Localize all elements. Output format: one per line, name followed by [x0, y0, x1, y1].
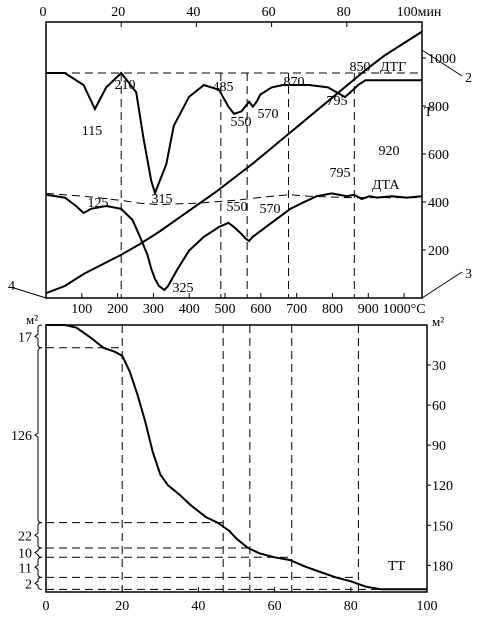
left-bracket-label: 2: [25, 577, 32, 592]
corner-label-4: 4: [8, 279, 15, 294]
dta-peak-label: 325: [173, 281, 194, 296]
top-tick-label: 80: [337, 5, 351, 20]
dtg-peak-label: 485: [213, 80, 234, 95]
temperature-series-label: T: [424, 105, 433, 120]
right-tick-label: 150: [432, 519, 453, 534]
dta-peak-label: 125: [88, 196, 109, 211]
tt-series-label: ТТ: [388, 559, 406, 574]
corner-label-2: 2: [465, 71, 472, 86]
right-tick-label: 800: [428, 100, 449, 115]
upper-panel: 0 20 40 60 80 100мин 100 200 300 400 500 600 700 800 9…: [8, 5, 472, 317]
dtg-peak-label: 850: [350, 60, 371, 75]
left-bracket: [34, 556, 43, 578]
left-bracket: [34, 324, 43, 349]
corner-label-3: 3: [465, 267, 472, 282]
dta-peak-label: 920: [379, 144, 400, 159]
left-bracket: [34, 522, 43, 549]
x-tick-label: 60: [268, 599, 282, 614]
bottom-tick-label: 900: [358, 302, 379, 317]
bottom-tick-label: 200: [107, 302, 128, 317]
series-tt: [46, 324, 427, 591]
x-tick-label: 80: [344, 599, 358, 614]
right-tick-label: 600: [428, 148, 449, 163]
left-bracket-label: 22: [18, 529, 32, 544]
right-tick-label: 180: [432, 559, 453, 574]
left-bracket-label: 10: [18, 547, 32, 562]
series-dtg: [46, 71, 422, 197]
right-tick-label: 60: [432, 399, 446, 414]
top-tick-label: 100мин: [397, 5, 442, 20]
dtg-peak-label: 115: [82, 124, 102, 139]
x-tick-label: 0: [43, 599, 50, 614]
right-tick-label: 400: [428, 196, 449, 211]
series-dashed-baseline: [45, 192, 422, 206]
dtg-peak-label: 570: [258, 107, 279, 122]
x-tick-label: 20: [115, 599, 129, 614]
right-axis-unit: м²: [432, 314, 444, 329]
left-bracket-label: 17: [18, 330, 32, 345]
top-tick-label: 60: [262, 5, 276, 20]
lower-frame: [45, 324, 428, 593]
dta-series-label: ДТА: [372, 178, 400, 193]
dta-peak-label: 795: [330, 166, 351, 181]
label-4-leader: [13, 287, 47, 299]
series-temperature: [45, 30, 423, 295]
bottom-tick-label: 600: [250, 302, 271, 317]
left-bracket-label: 126: [11, 429, 32, 444]
top-tick-label: 40: [186, 5, 200, 20]
left-bracket: [34, 547, 43, 558]
dtg-peak-label: 550: [231, 115, 252, 130]
dtg-peak-label: 795: [327, 94, 348, 109]
bottom-tick-label: 300: [143, 302, 164, 317]
lower-panel: 0 20 40 60 80 100м²306090120150180м²ТТ1712622…: [11, 312, 453, 614]
bottom-tick-label: 800: [322, 302, 343, 317]
bottom-tick-label: 1000°C: [383, 302, 426, 317]
bottom-tick-label: 100: [71, 302, 92, 317]
left-bracket-label: 11: [19, 561, 32, 576]
bottom-tick-label: 700: [286, 302, 307, 317]
left-bracket: [34, 576, 43, 590]
right-tick-label: 1000: [428, 52, 456, 67]
right-tick-label: 90: [432, 439, 446, 454]
right-tick-label: 120: [432, 479, 453, 494]
dtg-peak-label: 870: [284, 75, 305, 90]
right-tick-label: 30: [432, 359, 446, 374]
top-tick-label: 20: [111, 5, 125, 20]
dtg-peak-label: 210: [115, 78, 136, 93]
top-tick-label: 0: [40, 5, 47, 20]
x-tick-label: 40: [191, 599, 205, 614]
bottom-tick-label: 400: [179, 302, 200, 317]
bottom-tick-label: 500: [215, 302, 236, 317]
series-dta: [45, 192, 423, 292]
x-tick-label: 100: [417, 599, 438, 614]
dta-peak-label: 570: [260, 202, 281, 217]
left-axis-unit: м²: [26, 312, 38, 327]
dtg-series-label: ДТГ: [380, 60, 406, 75]
right-tick-label: 200: [428, 244, 449, 259]
dtg-peak-label: 315: [152, 192, 173, 207]
label-2-leader: [421, 49, 463, 77]
label-3-leader: [421, 271, 463, 299]
upper-frame: [45, 21, 423, 299]
left-bracket: [34, 347, 43, 524]
dta-peak-label: 550: [227, 200, 248, 215]
